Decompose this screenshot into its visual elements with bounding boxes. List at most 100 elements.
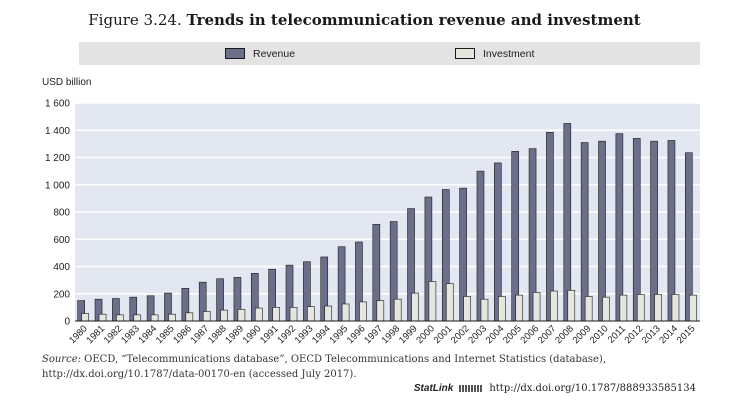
x-tick-label: 1993 [293,323,316,346]
x-tick-label: 1982 [102,323,125,346]
bar-investment [185,312,194,322]
x-tick-label: 1981 [84,323,107,346]
y-tick-label: 0 [64,317,70,328]
x-tick-label: 1990 [241,323,264,346]
bar-revenue [650,140,658,322]
figure-number: Figure 3.24. [88,11,182,29]
bar-investment [220,309,228,322]
bar-investment [411,292,419,322]
x-tick-label: 2004 [484,323,507,346]
legend-label-revenue: Revenue [253,47,296,60]
x-tick-label: 1992 [275,323,298,346]
legend-item-investment: Investment [455,47,534,60]
x-tick-label: 2002 [449,323,472,346]
figure-title: Figure 3.24. Trends in telecommunication… [0,11,729,29]
legend: Revenue Investment [79,42,700,65]
bar-investment [654,294,662,322]
bar-investment [671,294,680,322]
bar-revenue [615,133,624,322]
bar-investment [341,303,350,322]
bar-revenue [476,170,485,322]
x-tick-label: 1986 [171,323,194,346]
x-tick-label: 1996 [345,323,368,346]
bar-revenue [580,142,589,322]
y-tick-label: 400 [53,262,70,273]
x-tick-label: 1989 [223,323,246,346]
bar-investment [463,296,471,322]
figure-title-text: Trends in telecommunication revenue and … [186,11,641,29]
x-tick-label: 1994 [310,323,333,346]
x-tick-label: 1991 [258,323,281,346]
bar-investment [619,294,628,322]
bar-revenue [632,138,641,322]
bar-investment [376,300,385,322]
bar-investment [480,298,489,322]
bar-investment [602,296,610,322]
y-axis-label: USD billion [42,77,92,88]
x-tick-label: 2003 [466,323,489,346]
x-tick-label: 2010 [588,323,611,346]
bar-investment [168,313,176,322]
bar-investment [272,307,280,322]
bar-investment [133,314,142,322]
x-tick-label: 1997 [362,323,385,346]
x-tick-label: 2001 [432,323,455,346]
bar-investment [445,283,454,322]
x-tick-label: 2000 [414,323,437,346]
y-tick-label: 1 600 [45,99,70,110]
bar-investment [550,290,558,322]
bar-investment [636,294,645,322]
x-tick-label: 1999 [397,323,420,346]
statlink[interactable]: StatLink http://dx.doi.org/10.1787/88893… [414,383,696,394]
x-tick-label: 2014 [657,323,680,346]
source-label: Source: [42,354,81,365]
bar-investment [98,313,107,322]
legend-swatch-revenue [225,48,245,59]
x-tick-label: 1983 [119,323,142,346]
bar-investment [359,301,367,322]
y-tick-label: 1 200 [45,153,70,164]
x-tick-label: 2012 [623,323,646,346]
legend-swatch-investment [455,48,475,59]
bar-investment [567,290,576,322]
x-tick-label: 2008 [553,323,576,346]
bar-investment [202,311,211,322]
source-text: OECD, “Telecommunications database”, OEC… [42,354,607,380]
y-tick-label: 1 400 [45,126,70,137]
bar-investment [324,305,333,322]
x-tick-label: 1988 [206,323,229,346]
y-tick-label: 200 [53,289,70,300]
x-tick-label: 2013 [640,323,663,346]
statlink-icon [459,385,484,392]
statlink-url[interactable]: http://dx.doi.org/10.1787/888933585134 [489,383,696,394]
x-tick-label: 1995 [327,323,350,346]
bar-investment [116,314,124,322]
y-tick-label: 1 000 [45,180,70,191]
x-tick-label: 2005 [501,323,524,346]
x-tick-label: 1984 [137,323,160,346]
bar-investment [150,314,159,322]
bar-investment [689,294,697,322]
bar-revenue [667,140,676,322]
bar-investment [498,296,506,322]
x-tick-label: 2007 [536,323,559,346]
source-note: Source: OECD, “Telecommunications databa… [42,352,702,382]
x-tick-label: 1998 [380,323,403,346]
x-tick-label: 1987 [189,323,212,346]
y-tick-label: 600 [53,235,70,246]
legend-label-investment: Investment [483,47,535,60]
bar-investment [254,307,263,322]
x-tick-label: 2011 [606,323,628,345]
bar-investment [81,313,89,322]
bar-investment [532,292,541,322]
x-tick-label: 2006 [518,323,541,346]
bar-investment [584,296,593,322]
x-tick-label: 2015 [675,323,698,346]
x-tick-label: 1980 [67,323,90,346]
bar-investment [307,306,315,322]
statlink-label: StatLink [413,383,454,394]
bar-investment [393,298,402,322]
legend-item-revenue: Revenue [225,47,295,60]
x-tick-label: 1985 [154,323,177,346]
